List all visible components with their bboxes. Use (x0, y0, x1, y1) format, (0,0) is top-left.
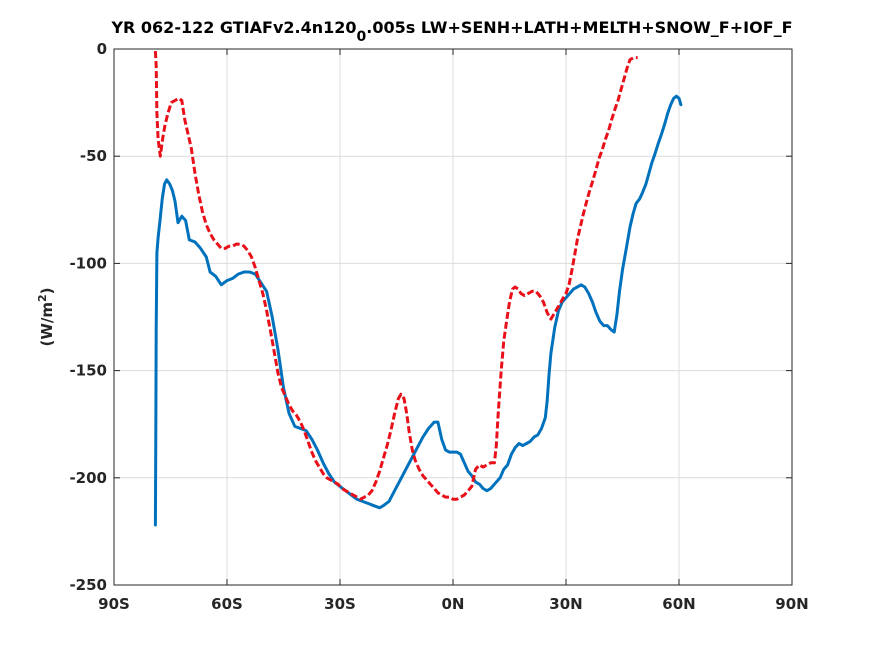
y-tick-label: -100 (69, 254, 107, 272)
x-tick-label: 30N (549, 595, 582, 613)
ylabel-main: (W/m (38, 302, 56, 347)
x-tick-label: 90N (775, 595, 808, 613)
ylabel-close: ) (38, 287, 56, 294)
y-tick-label: -200 (69, 469, 107, 487)
y-tick-label: 0 (97, 40, 107, 58)
x-tick-label: 60S (211, 595, 243, 613)
title-subscript: 0 (357, 29, 367, 45)
y-tick-labels: 0 -50 -100 -150 -200 -250 (69, 40, 107, 594)
x-tick-labels: 90S 60S 30S 0N 30N 60N 90N (98, 595, 809, 613)
title-main: YR 062-122 GTIAFv2.4n120 (110, 18, 356, 37)
x-tick-label: 60N (662, 595, 695, 613)
y-tick-label: -150 (69, 362, 107, 380)
x-tick-label: 30S (324, 595, 356, 613)
y-tick-label: -50 (80, 147, 107, 165)
chart-title: YR 062-122 GTIAFv2.4n1200.005s LW+SENH+L… (110, 18, 792, 45)
series-line-solid (153, 94, 683, 527)
x-tick-label: 90S (98, 595, 130, 613)
title-tail: .005s LW+SENH+LATH+MELTH+SNOW_F+IOF_F (366, 18, 792, 37)
y-axis-label: (W/m2) (36, 287, 56, 346)
x-tick-label: 0N (442, 595, 465, 613)
axis-ticks (113, 48, 793, 586)
series-line-dashed (153, 51, 638, 501)
series-layer (153, 51, 683, 527)
y-tick-label: -250 (69, 576, 107, 594)
ylabel-superscript: 2 (36, 294, 49, 302)
